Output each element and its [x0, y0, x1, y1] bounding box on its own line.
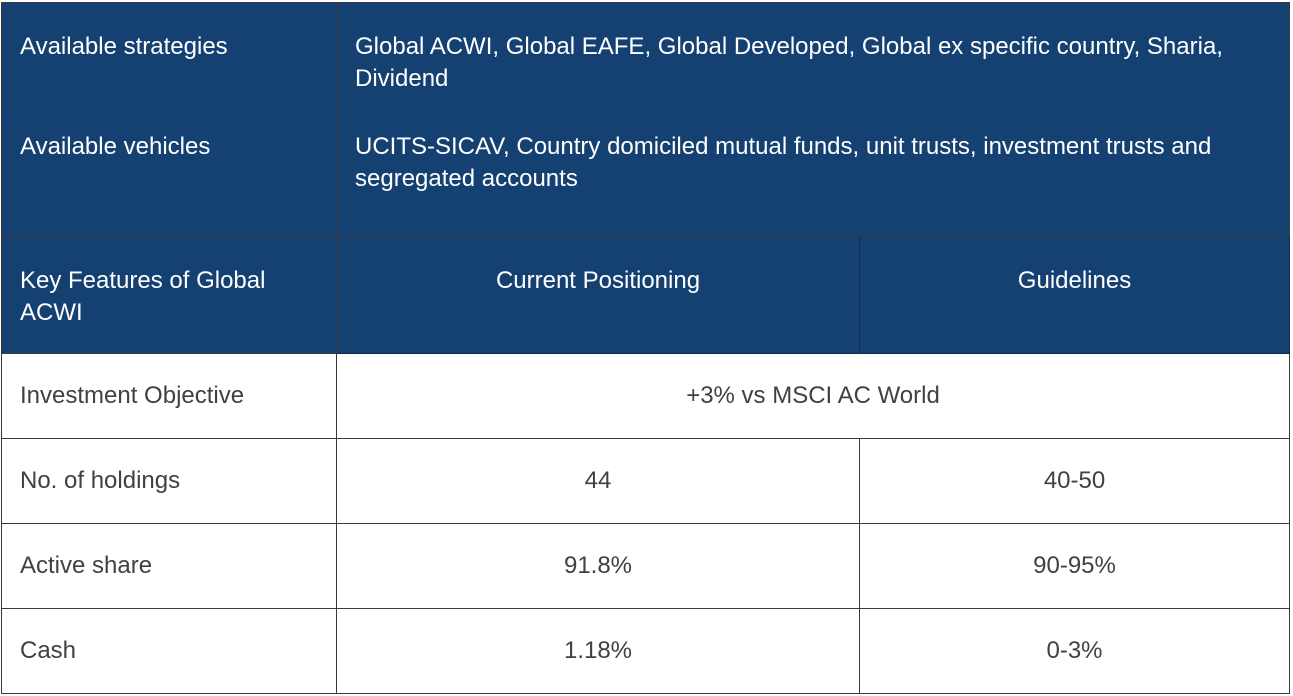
- row-label: Active share: [1, 523, 337, 609]
- strategies-value: Global ACWI, Global EAFE, Global Develop…: [335, 2, 1291, 119]
- row-guideline: 90-95%: [858, 523, 1291, 609]
- row-current: 1.18%: [336, 608, 860, 694]
- strategies-label: Available strategies: [1, 2, 337, 119]
- row-current: 44: [336, 438, 860, 524]
- table-row: No. of holdings 44 40-50: [1, 438, 1291, 524]
- row-label: No. of holdings: [1, 438, 337, 524]
- table-row: Active share 91.8% 90-95%: [1, 523, 1291, 609]
- objective-value: +3% vs MSCI AC World: [335, 353, 1291, 439]
- vehicles-row: Available vehicles UCITS-SICAV, Country …: [1, 118, 1291, 237]
- strategies-row: Available strategies Global ACWI, Global…: [1, 2, 1291, 119]
- row-guideline: 40-50: [858, 438, 1291, 524]
- row-label: Cash: [1, 608, 337, 694]
- table-row: Cash 1.18% 0-3%: [1, 608, 1291, 694]
- vehicles-label: Available vehicles: [1, 118, 337, 237]
- header-feature: Key Features of Global ACWI: [1, 236, 337, 354]
- vehicles-value: UCITS-SICAV, Country domiciled mutual fu…: [335, 118, 1291, 237]
- header-guidelines: Guidelines: [858, 236, 1291, 354]
- row-guideline: 0-3%: [858, 608, 1291, 694]
- header-row: Key Features of Global ACWI Current Posi…: [1, 236, 1291, 354]
- investment-objective-row: Investment Objective +3% vs MSCI AC Worl…: [1, 353, 1291, 439]
- objective-label: Investment Objective: [1, 353, 337, 439]
- row-current: 91.8%: [336, 523, 860, 609]
- header-current-positioning: Current Positioning: [336, 236, 860, 354]
